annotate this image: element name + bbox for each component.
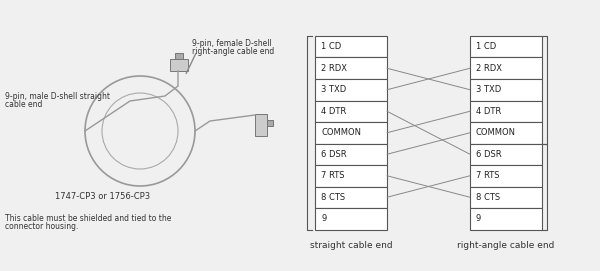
Text: 2 RDX: 2 RDX bbox=[476, 64, 502, 73]
Text: 3 TXD: 3 TXD bbox=[321, 85, 346, 94]
Text: cable end: cable end bbox=[5, 100, 43, 109]
Text: 4 DTR: 4 DTR bbox=[476, 107, 501, 116]
FancyBboxPatch shape bbox=[470, 101, 542, 122]
Text: This cable must be shielded and tied to the: This cable must be shielded and tied to … bbox=[5, 214, 172, 223]
Text: 9-pin, male D-shell straight: 9-pin, male D-shell straight bbox=[5, 92, 110, 101]
Text: 2 RDX: 2 RDX bbox=[321, 64, 347, 73]
FancyBboxPatch shape bbox=[315, 186, 387, 208]
FancyBboxPatch shape bbox=[315, 122, 387, 144]
Text: straight cable end: straight cable end bbox=[310, 241, 392, 250]
Text: COMMON: COMMON bbox=[321, 128, 361, 137]
Text: right-angle cable end: right-angle cable end bbox=[192, 47, 274, 56]
FancyBboxPatch shape bbox=[470, 186, 542, 208]
Text: 7 RTS: 7 RTS bbox=[476, 171, 499, 180]
Text: 9: 9 bbox=[321, 214, 326, 223]
FancyBboxPatch shape bbox=[315, 165, 387, 186]
Text: connector housing.: connector housing. bbox=[5, 222, 79, 231]
FancyBboxPatch shape bbox=[255, 114, 267, 136]
FancyBboxPatch shape bbox=[170, 59, 188, 71]
FancyBboxPatch shape bbox=[470, 57, 542, 79]
Text: 8 CTS: 8 CTS bbox=[321, 193, 345, 202]
FancyBboxPatch shape bbox=[175, 53, 183, 59]
Text: 1 CD: 1 CD bbox=[321, 42, 341, 51]
Text: 1 CD: 1 CD bbox=[476, 42, 496, 51]
Text: 1747-CP3 or 1756-CP3: 1747-CP3 or 1756-CP3 bbox=[55, 192, 150, 201]
Text: 6 DSR: 6 DSR bbox=[476, 150, 502, 159]
FancyBboxPatch shape bbox=[470, 165, 542, 186]
Text: 4 DTR: 4 DTR bbox=[321, 107, 346, 116]
Text: 9: 9 bbox=[476, 214, 481, 223]
FancyBboxPatch shape bbox=[267, 120, 273, 126]
FancyBboxPatch shape bbox=[315, 79, 387, 101]
Text: right-angle cable end: right-angle cable end bbox=[457, 241, 554, 250]
FancyBboxPatch shape bbox=[315, 36, 387, 57]
FancyBboxPatch shape bbox=[470, 208, 542, 230]
Text: 8 CTS: 8 CTS bbox=[476, 193, 500, 202]
FancyBboxPatch shape bbox=[470, 79, 542, 101]
FancyBboxPatch shape bbox=[470, 36, 542, 57]
FancyBboxPatch shape bbox=[470, 144, 542, 165]
FancyBboxPatch shape bbox=[470, 122, 542, 144]
FancyBboxPatch shape bbox=[315, 57, 387, 79]
Text: 9-pin, female D-shell: 9-pin, female D-shell bbox=[192, 39, 272, 48]
Text: 7 RTS: 7 RTS bbox=[321, 171, 344, 180]
FancyBboxPatch shape bbox=[315, 101, 387, 122]
Text: COMMON: COMMON bbox=[476, 128, 516, 137]
Text: 6 DSR: 6 DSR bbox=[321, 150, 347, 159]
Text: 3 TXD: 3 TXD bbox=[476, 85, 501, 94]
FancyBboxPatch shape bbox=[315, 144, 387, 165]
FancyBboxPatch shape bbox=[315, 208, 387, 230]
